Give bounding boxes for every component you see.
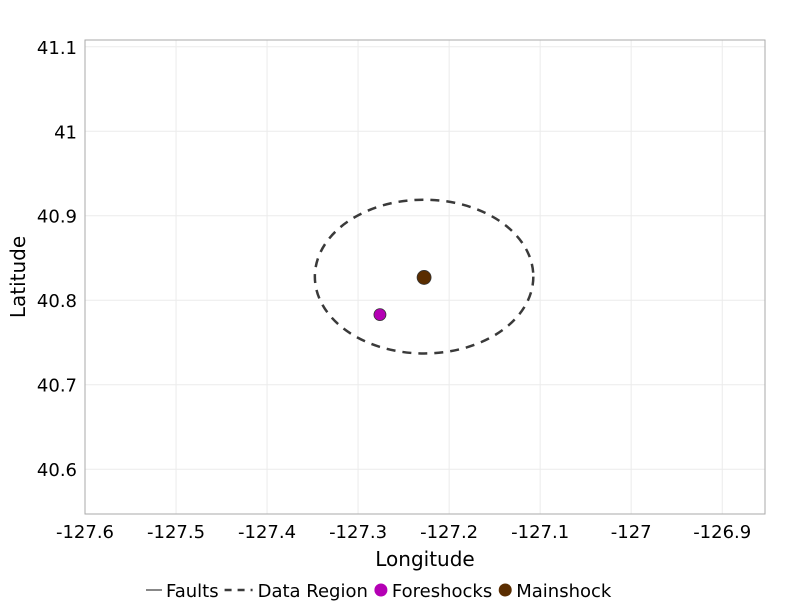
y-tick-label: 41.1 [37, 38, 77, 59]
x-ticks: -127.6 -127.5 -127.4 -127.3 -127.2 -127.1 -127… [56, 522, 751, 543]
y-tick-label: 41 [54, 122, 77, 143]
grid [84, 40, 765, 514]
y-tick-label: 40.8 [37, 291, 77, 312]
x-tick-label: -127.5 [147, 522, 205, 543]
legend-mainshock-swatch [498, 583, 512, 597]
y-axis-label: Latitude [6, 236, 30, 318]
x-tick-label: -127.3 [329, 522, 387, 543]
y-ticks: 40.6 40.7 40.8 40.9 41 41.1 [37, 38, 77, 481]
plot-frame [84, 39, 766, 515]
legend-foreshocks-swatch [374, 583, 388, 597]
x-axis-label: Longitude [375, 547, 474, 571]
y-tick-label: 40.7 [37, 376, 77, 397]
y-tick-label: 40.9 [37, 207, 77, 228]
legend-label: Mainshock [516, 581, 612, 602]
x-tick-label: -127.1 [511, 522, 569, 543]
foreshocks-point [373, 308, 387, 321]
legend-label: Foreshocks [392, 581, 492, 602]
legend: Faults Data Region Foreshocks Mainshock [146, 581, 612, 602]
x-tick-label: -127.4 [238, 522, 296, 543]
mainshock-point [416, 270, 432, 285]
points [373, 270, 432, 321]
y-tick-label: 40.6 [37, 460, 77, 481]
x-tick-label: -126.9 [693, 522, 751, 543]
data-region [313, 198, 535, 355]
x-tick-label: -127.2 [420, 522, 478, 543]
legend-label: Data Region [258, 581, 368, 602]
x-tick-label: -127 [611, 522, 652, 543]
x-tick-label: -127.6 [56, 522, 114, 543]
legend-label: Faults [166, 581, 219, 602]
